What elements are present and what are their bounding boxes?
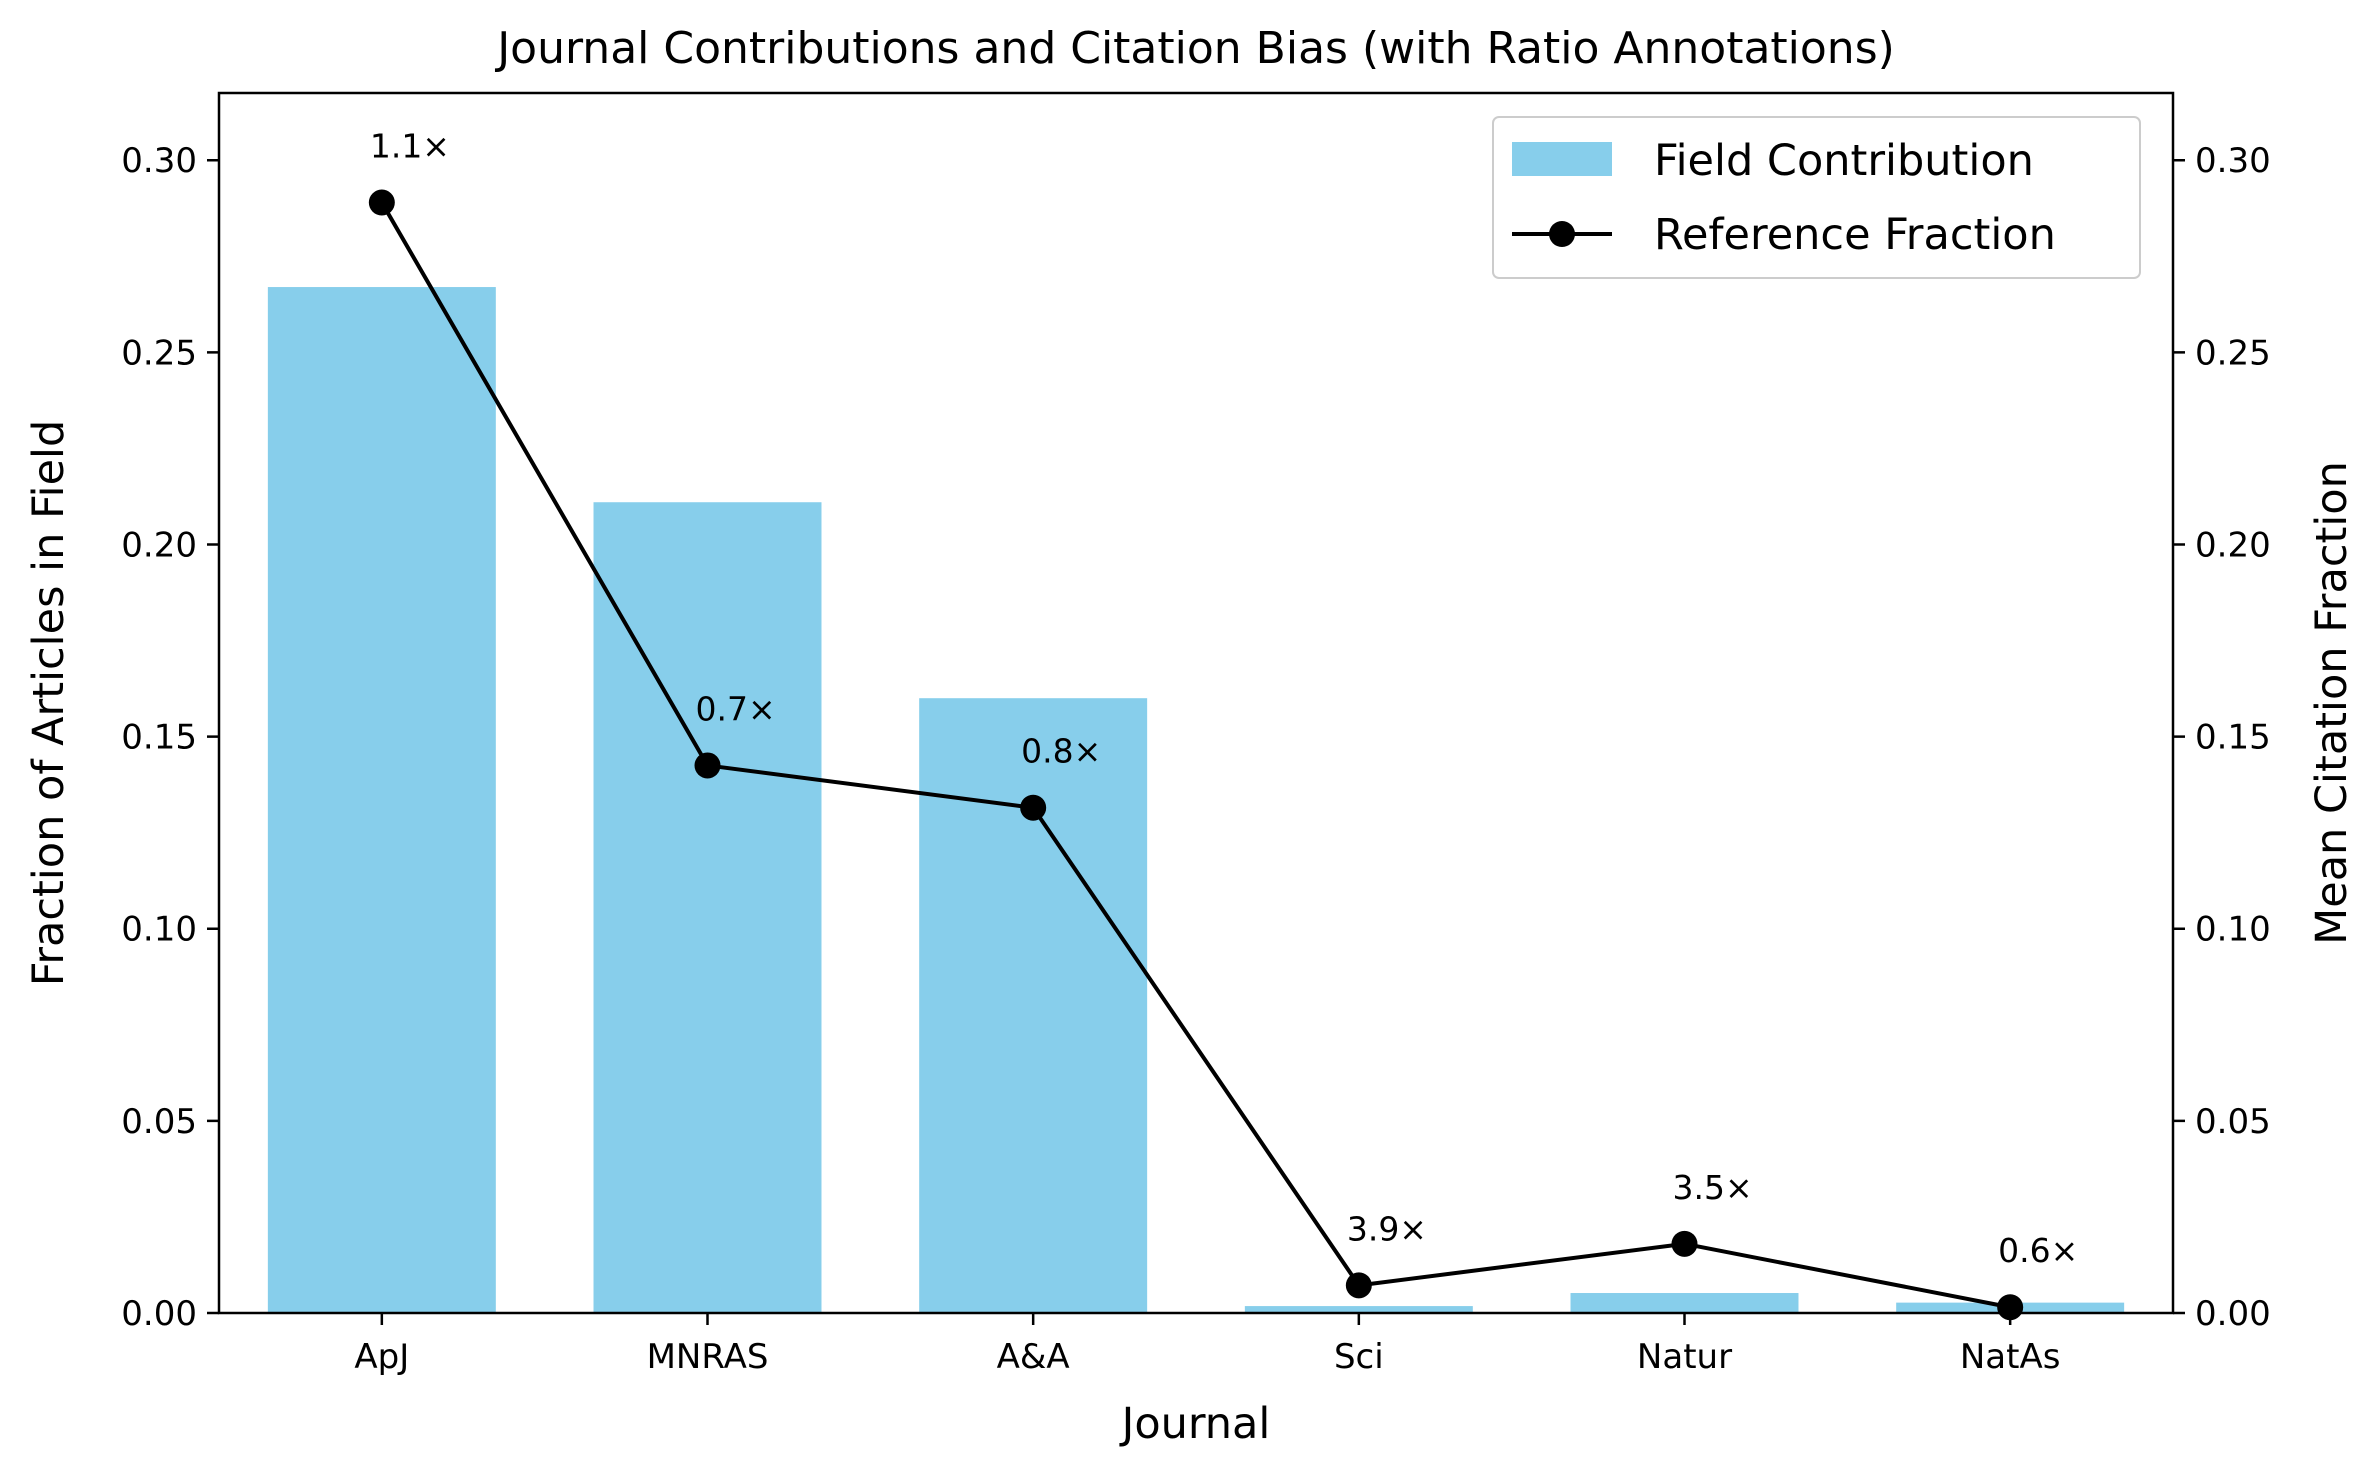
legend-bar-swatch	[1512, 142, 1612, 176]
ratio-annotation: 3.9×	[1347, 1209, 1427, 1248]
y2-tick-label: 0.15	[2195, 718, 2271, 758]
y-tick-label: 0.30	[121, 141, 197, 181]
point-sci	[1345, 1272, 1372, 1299]
x-tick-label: NatAs	[1960, 1337, 2061, 1377]
y2-tick-label: 0.30	[2195, 141, 2271, 181]
legend-line-label: Reference Fraction	[1654, 210, 2056, 260]
y2-tick-label: 0.25	[2195, 333, 2271, 373]
ratio-annotation: 0.7×	[696, 689, 776, 728]
left-axis-ticks: 0.00 0.05 0.10 0.15 0.20 0.25 0.30	[121, 141, 219, 1334]
x-tick-label: Sci	[1334, 1337, 1384, 1377]
y-tick-label: 0.15	[121, 718, 197, 758]
x-tick-label: MNRAS	[647, 1337, 769, 1377]
reference-fraction-line	[380, 201, 2011, 1310]
point-aa	[1020, 794, 1047, 821]
x-axis-ticks: ApJ MNRAS A&A Sci Natur NatAs	[354, 1313, 2060, 1377]
y-tick-label: 0.25	[121, 333, 197, 373]
right-axis-ticks: 0.00 0.05 0.10 0.15 0.20 0.25 0.30	[2173, 141, 2271, 1334]
legend: Field Contribution Reference Fraction	[1492, 116, 2141, 279]
plot-frame	[217, 91, 2175, 1315]
y2-tick-label: 0.20	[2195, 525, 2271, 565]
bar-aa	[919, 698, 1148, 1313]
ratio-annotation: 0.6×	[1998, 1231, 2078, 1270]
point-apj	[368, 189, 395, 216]
y-tick-label: 0.20	[121, 525, 197, 565]
x-tick-label: A&A	[997, 1337, 1070, 1377]
bar-sci	[1244, 1306, 1473, 1313]
y2-tick-label: 0.10	[2195, 910, 2271, 950]
y2-tick-label: 0.00	[2195, 1294, 2271, 1334]
x-tick-label: Natur	[1637, 1337, 1732, 1377]
x-tick-label: ApJ	[354, 1337, 409, 1377]
y2-tick-label: 0.05	[2195, 1102, 2271, 1142]
legend-line-marker	[1549, 221, 1575, 247]
legend-box	[1492, 116, 2141, 279]
y-tick-label: 0.05	[121, 1102, 197, 1142]
annotations-group: 1.1× 0.7× 0.8× 3.9× 3.5× 0.6×	[370, 127, 2078, 1271]
ratio-annotation: 1.1×	[370, 127, 450, 166]
ratio-annotation: 0.8×	[1021, 732, 1101, 771]
x-axis-label: Journal	[1119, 1399, 1271, 1449]
ratio-annotation: 3.5×	[1673, 1168, 1753, 1207]
point-mnras	[694, 752, 721, 779]
bar-natur	[1570, 1293, 1799, 1313]
chart-title: Journal Contributions and Citation Bias …	[494, 23, 1895, 74]
y-tick-label: 0.00	[121, 1294, 197, 1334]
y-axis-label: Fraction of Articles in Field	[24, 420, 74, 987]
y-tick-label: 0.10	[121, 910, 197, 950]
line-group	[368, 189, 2024, 1321]
legend-bar-label: Field Contribution	[1654, 136, 2034, 186]
point-natur	[1671, 1230, 1698, 1257]
bar-apj	[267, 287, 496, 1313]
y2-axis-label: Mean Citation Fraction	[2307, 461, 2357, 945]
